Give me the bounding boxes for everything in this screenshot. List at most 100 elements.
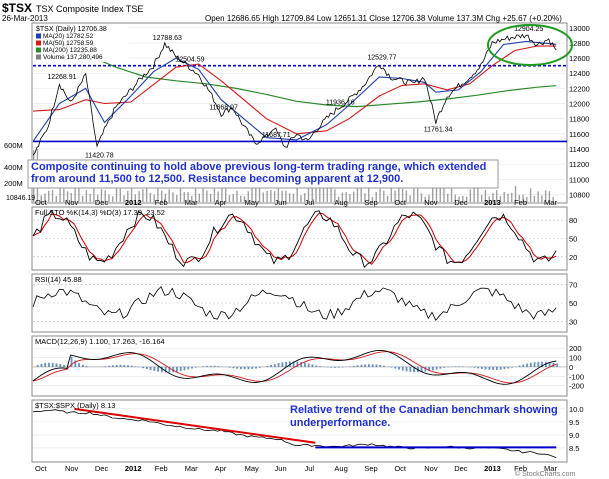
x-tick-label: Sep (364, 198, 377, 207)
macd-histogram-bar (209, 365, 212, 367)
x-tick-label: 2012 (125, 198, 142, 207)
macd-histogram-bar (454, 366, 457, 367)
legend-swatch (36, 33, 41, 39)
volume-bar (473, 185, 475, 202)
volume-bar (104, 190, 106, 202)
macd-histogram-bar (176, 366, 178, 372)
volume-bar (484, 190, 487, 202)
sto-legend: Full STO %K(14,3) %D(3) 17.39, 23.52 (35, 208, 165, 217)
price-panel-frame (31, 22, 568, 204)
volume-bar (552, 196, 554, 202)
volume-bar (371, 196, 374, 202)
volume-bar (232, 193, 234, 202)
macd-histogram-bar (526, 363, 528, 367)
macd-histogram-bar (356, 365, 359, 367)
price-annotation: 12529.77 (367, 54, 396, 61)
x-tick-label: Feb (514, 464, 527, 473)
volume-bar (349, 193, 351, 202)
macd-histogram-bar (112, 365, 114, 367)
macd-histogram-bar (311, 364, 314, 367)
ratio-legend: $TSX:$SPX (Daily) 8.13 (35, 401, 115, 410)
price-annotation: 12268.91 (47, 74, 76, 81)
x-tick-label: Mar (185, 198, 198, 207)
macd-histogram-bar (371, 364, 374, 367)
volume-bar (243, 196, 246, 202)
rsi-line (32, 285, 557, 321)
macd-histogram-bar (145, 366, 148, 370)
volume-bar (526, 196, 528, 202)
macd-histogram-bar (484, 366, 487, 370)
macd-histogram-bar (556, 363, 559, 367)
volume-bar (74, 186, 76, 202)
x-tick-label: Nov (65, 198, 79, 207)
macd-histogram-bar (522, 364, 525, 367)
volume-bar (345, 191, 347, 202)
price-y-tick: 11800 (569, 115, 589, 124)
x-tick-label: Oct (394, 464, 407, 473)
price-y-tick: 13000 (569, 24, 590, 33)
macd-histogram-bar (492, 366, 495, 371)
volume-bar (334, 189, 336, 202)
macd-histogram-bar (499, 366, 502, 370)
macd-histogram-bar (439, 366, 442, 369)
volume-bar (360, 186, 362, 202)
x-tick-label: Jul (304, 198, 314, 207)
price-annotation: 11936.16 (326, 99, 355, 106)
volume-bar (300, 195, 302, 202)
volume-bar (432, 187, 434, 202)
macd-histogram-bar (149, 366, 152, 371)
volume-bar (153, 194, 155, 202)
macd-histogram-bar (473, 366, 476, 368)
macd-histogram-bar (496, 366, 498, 371)
price-y-tick: 12200 (569, 84, 590, 93)
macd-histogram-bar (480, 366, 483, 370)
volume-bar (503, 192, 505, 202)
macd-histogram-bar (255, 366, 257, 369)
macd-histogram-bar (63, 364, 65, 367)
ratio-y-tick: 8.5 (569, 444, 579, 453)
macd-histogram-bar (243, 366, 246, 370)
macd-histogram-bar (232, 366, 235, 369)
volume-bar (337, 196, 340, 202)
resistance-ellipse (487, 24, 573, 66)
x-tick-label: Oct (35, 464, 48, 473)
x-tick-label: Jul (304, 464, 314, 473)
volume-bar (533, 195, 536, 202)
rsi-y-tick: 30 (569, 318, 577, 327)
volume-bar (277, 185, 280, 202)
volume-bar (518, 195, 520, 202)
volume-bar (458, 196, 460, 202)
price-annotation: 12788.63 (153, 35, 182, 42)
volume-bar (119, 183, 121, 202)
volume-bar (209, 193, 212, 202)
x-tick-label: 2013 (484, 464, 501, 473)
volume-bar (179, 186, 182, 202)
volume-bar (424, 196, 426, 202)
volume-bar (142, 189, 144, 202)
x-tick-label: Oct (35, 198, 48, 207)
macd-histogram-bar (398, 366, 400, 370)
macd-histogram-bar (183, 366, 186, 371)
ma200-line (32, 34, 557, 108)
volume-bar (213, 188, 216, 202)
x-tick-label: Mar (544, 198, 557, 207)
volume-bar (130, 183, 133, 202)
volume-bar (386, 195, 389, 202)
volume-bar (187, 192, 189, 202)
volume-bar (356, 187, 359, 202)
macd-histogram-bar (142, 366, 144, 369)
volume-bar (522, 194, 524, 202)
macd-histogram-bar (78, 363, 80, 367)
macd-histogram-bar (375, 364, 378, 367)
volume-bar (511, 192, 513, 202)
rsi-legend: RSI(14) 45.88 (35, 275, 82, 284)
x-tick-label: Dec (454, 198, 468, 207)
macd-y-tick: 200 (569, 344, 582, 353)
macd-histogram-bar (130, 365, 133, 367)
ratio-panel-frame (31, 399, 568, 463)
macd-histogram-bar (40, 363, 43, 367)
volume-bar (435, 187, 438, 202)
price-y-tick: 12000 (569, 100, 590, 109)
volume-bar (390, 183, 393, 202)
volume-bar (465, 196, 468, 202)
